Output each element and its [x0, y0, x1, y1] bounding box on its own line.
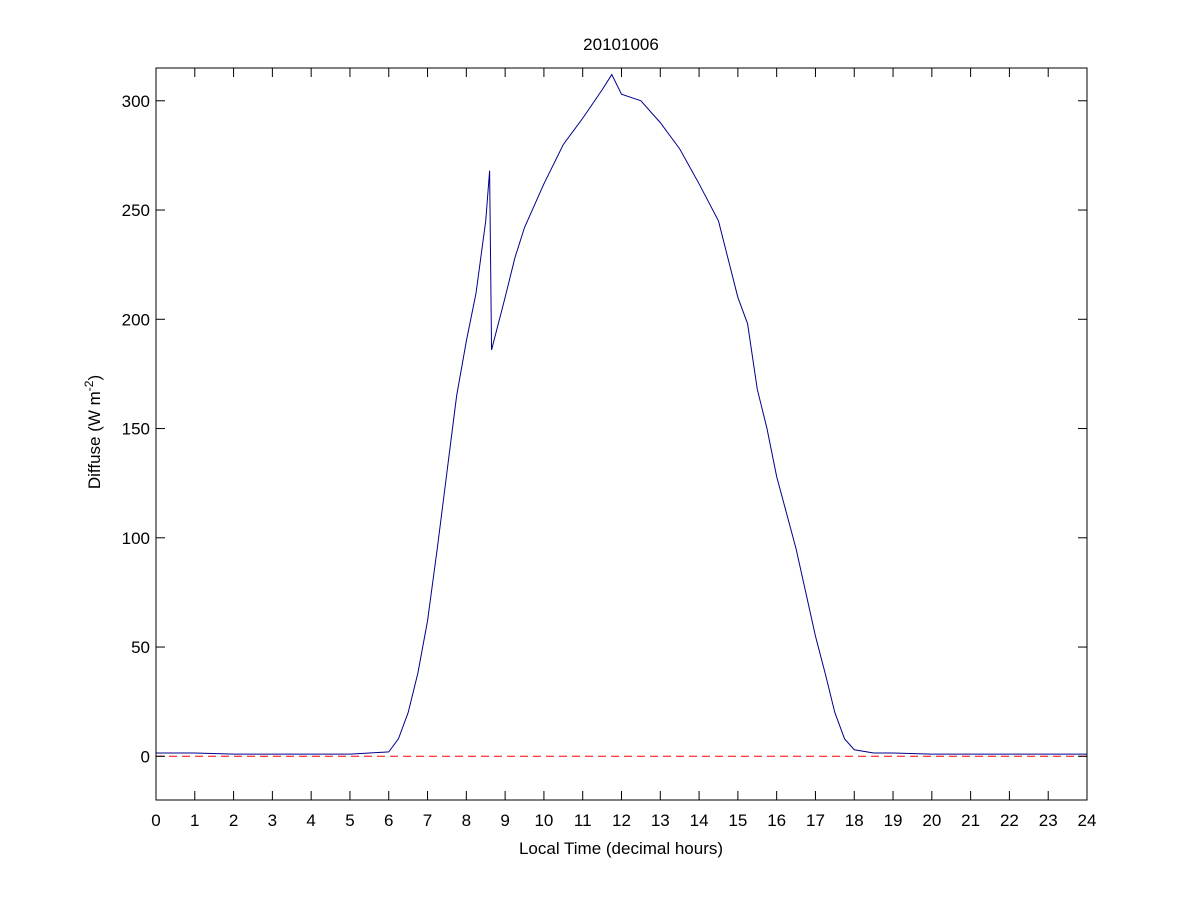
x-tick-label: 11	[574, 811, 592, 830]
x-tick-label: 18	[845, 811, 864, 830]
x-tick-label: 7	[423, 811, 432, 830]
y-tick-label: 300	[122, 92, 150, 111]
x-tick-label: 24	[1078, 811, 1097, 830]
x-tick-label: 5	[345, 811, 354, 830]
x-axis-label: Local Time (decimal hours)	[519, 839, 723, 858]
x-tick-label: 8	[462, 811, 471, 830]
x-tick-label: 12	[612, 811, 631, 830]
x-tick-label: 0	[151, 811, 160, 830]
x-tick-label: 17	[806, 811, 825, 830]
x-tick-label: 13	[651, 811, 670, 830]
x-tick-label: 21	[961, 811, 980, 830]
x-tick-label: 10	[534, 811, 553, 830]
y-tick-label: 50	[131, 638, 150, 657]
x-tick-label: 6	[384, 811, 393, 830]
chart-title: 20101006	[583, 35, 659, 54]
x-tick-label: 1	[190, 811, 199, 830]
y-axis-label-suffix: )	[85, 375, 104, 381]
x-tick-label: 16	[767, 811, 786, 830]
x-tick-label: 4	[306, 811, 315, 830]
x-tick-label: 15	[728, 811, 747, 830]
x-tick-label: 23	[1039, 811, 1058, 830]
y-tick-label: 200	[122, 310, 150, 329]
x-tick-label: 9	[500, 811, 509, 830]
x-tick-label: 2	[229, 811, 238, 830]
x-tick-label: 14	[690, 811, 709, 830]
x-tick-label: 19	[884, 811, 903, 830]
y-tick-label: 150	[122, 420, 150, 439]
y-axis-label: Diffuse (W m-2)	[82, 375, 104, 489]
x-tick-label: 22	[1000, 811, 1019, 830]
data-line	[156, 73, 1087, 755]
y-tick-label: 250	[122, 201, 150, 220]
y-tick-label: 100	[122, 529, 150, 548]
y-axis-label-text: Diffuse (W m	[85, 391, 104, 489]
y-axis-label-sup: -2	[82, 380, 96, 391]
y-tick-label: 0	[141, 747, 150, 766]
x-tick-label: 3	[268, 811, 277, 830]
x-tick-label: 20	[922, 811, 941, 830]
